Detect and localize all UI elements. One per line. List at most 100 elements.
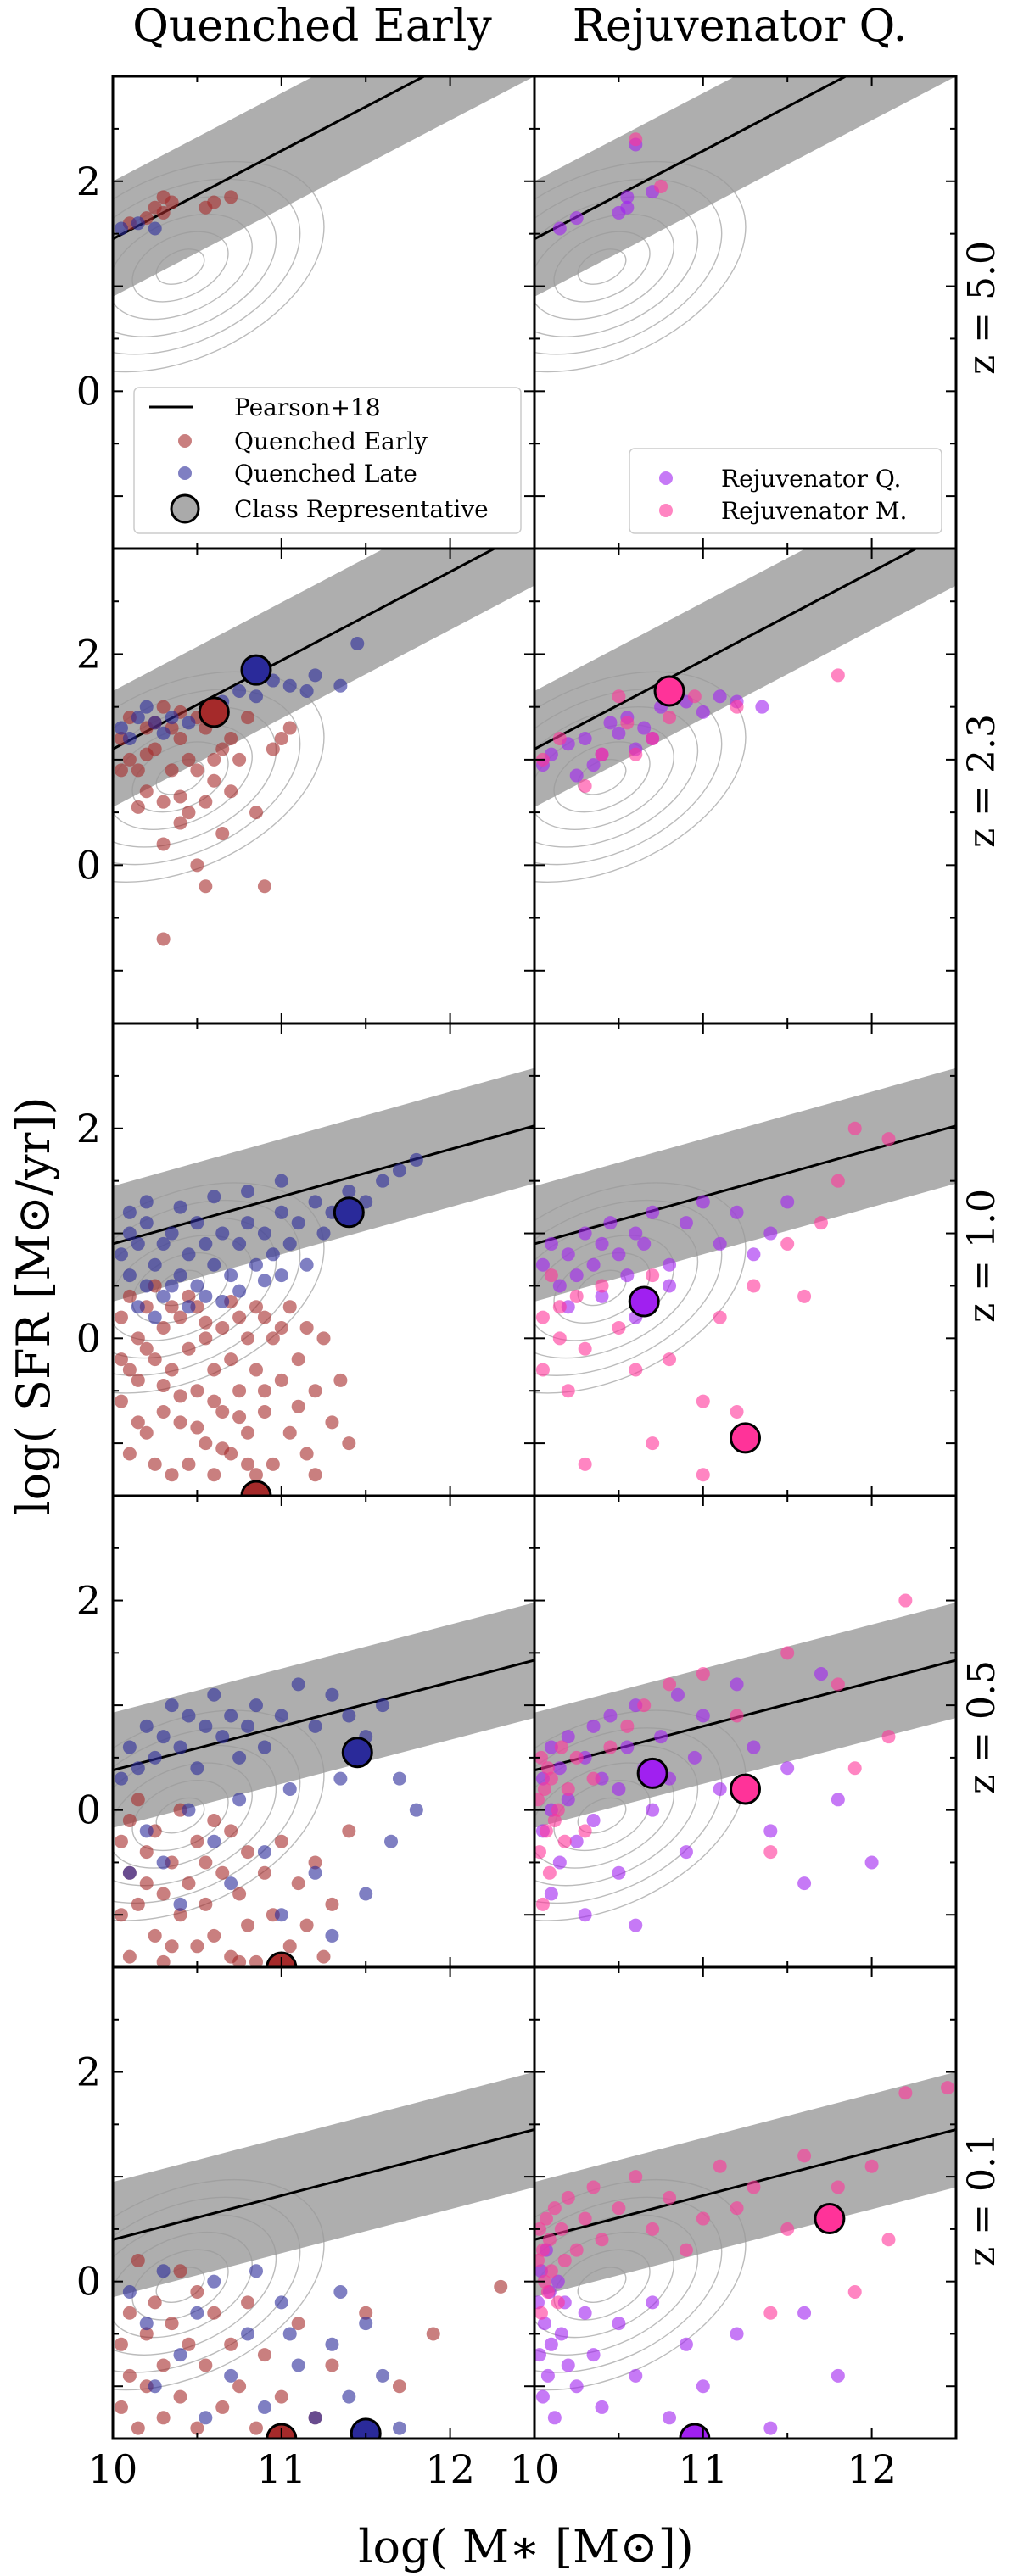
point-quenched-late	[308, 1719, 322, 1733]
point-quenched-late	[207, 1257, 221, 1272]
point-quenched-early	[232, 1384, 247, 1398]
point-quenched-early	[122, 1289, 137, 1303]
point-quenched-early	[199, 879, 213, 894]
point-quenched-early	[122, 1949, 137, 1964]
point-rejuvenator-m	[569, 1750, 584, 1765]
point-rejuvenator-m	[663, 711, 677, 725]
point-quenched-early	[199, 1436, 213, 1451]
representative-quenched-late	[240, 654, 272, 686]
point-quenched-late	[165, 711, 179, 725]
point-rejuvenator-m	[544, 2264, 558, 2278]
point-quenched-early	[232, 2379, 247, 2394]
point-quenched-early	[392, 2379, 406, 2394]
point-rejuvenator-m	[544, 1771, 558, 1786]
point-rejuvenator-q	[569, 1834, 584, 1848]
point-rejuvenator-q	[696, 1709, 710, 1723]
point-quenched-late	[190, 1761, 204, 1776]
legend-rejuvenator-q-label: Rejuvenator Q.	[721, 465, 901, 493]
x-tick-label: 10	[88, 2446, 138, 2492]
y-tick-label: 2	[76, 631, 101, 677]
representative-quenched-early	[198, 696, 230, 728]
pearson18-line	[534, 2128, 956, 2241]
point-rejuvenator-m	[612, 689, 626, 704]
point-rejuvenator-m	[595, 1279, 609, 1293]
representative-rejuvenator-m	[730, 1422, 761, 1454]
point-rejuvenator-q	[620, 190, 635, 204]
pearson18-line	[113, 2128, 534, 2241]
point-rejuvenator-m	[534, 1750, 548, 1765]
point-quenched-late	[308, 668, 322, 683]
point-rejuvenator-q	[551, 2274, 565, 2289]
point-quenched-early	[156, 1404, 171, 1419]
point-rejuvenator-m	[629, 132, 643, 147]
point-quenched-late	[207, 1834, 221, 1848]
representative-rejuvenator-q	[636, 1757, 668, 1789]
point-quenched-early	[139, 784, 154, 799]
point-quenched-late	[392, 1163, 406, 1178]
panel-z23-left	[113, 549, 534, 946]
point-quenched-late	[131, 711, 145, 725]
point-quenched-early	[173, 1415, 187, 1430]
point-quenched-late	[215, 1226, 230, 1241]
point-quenched-late	[274, 1174, 288, 1188]
point-rejuvenator-q	[864, 1855, 879, 1870]
point-quenched-early	[156, 932, 171, 946]
point-rejuvenator-m	[586, 2180, 601, 2194]
point-quenched-late	[199, 1289, 213, 1303]
point-rejuvenator-m	[542, 1865, 557, 1880]
panel-z05-left	[113, 1603, 534, 1967]
point-rejuvenator-m	[612, 1320, 626, 1335]
representative-quenched-late	[350, 2417, 382, 2439]
point-rejuvenator-q	[586, 2348, 601, 2362]
point-rejuvenator-m	[569, 1289, 584, 1303]
point-quenched-late	[224, 1876, 238, 1891]
point-rejuvenator-q	[595, 1236, 609, 1251]
point-quenched-early	[266, 742, 280, 756]
point-rejuvenator-m	[898, 2086, 913, 2100]
point-quenched-early	[165, 1939, 179, 1954]
point-quenched-late	[291, 1677, 305, 1692]
point-quenched-late	[165, 1226, 179, 1241]
point-quenched-early	[257, 1384, 271, 1398]
point-quenched-early	[224, 1824, 238, 1838]
point-rejuvenator-m	[561, 1781, 575, 1796]
point-quenched-late	[274, 1908, 288, 1922]
point-quenched-late	[342, 2389, 356, 2404]
point-rejuvenator-m	[534, 2253, 545, 2267]
y-axis-title: log( SFR [M⊙/yr])	[7, 1096, 60, 1514]
point-rejuvenator-q	[629, 1918, 643, 1932]
point-quenched-early	[426, 2327, 440, 2341]
point-quenched-late	[299, 684, 314, 698]
point-quenched-late	[215, 1730, 230, 1744]
point-quenched-early	[199, 1855, 213, 1870]
point-rejuvenator-m	[780, 1646, 795, 1660]
point-quenched-late	[122, 1865, 137, 1880]
point-quenched-late	[274, 1205, 288, 1219]
point-quenched-late	[308, 1865, 322, 1880]
point-quenched-late	[308, 1195, 322, 1209]
point-quenched-late	[156, 1289, 171, 1303]
point-quenched-late	[182, 1300, 196, 1314]
point-quenched-early	[199, 1897, 213, 1911]
point-rejuvenator-q	[561, 1247, 575, 1262]
point-rejuvenator-q	[797, 2306, 812, 2320]
point-quenched-early	[257, 1404, 271, 1419]
point-quenched-late	[156, 2264, 171, 2278]
point-quenched-early	[156, 795, 171, 809]
point-quenched-early	[190, 1384, 204, 1398]
z-label-5: z = 0.1	[960, 2133, 1004, 2267]
point-quenched-late	[376, 2368, 390, 2383]
legend-left: Pearson+18 Quenched Early Quenched Late …	[133, 387, 522, 534]
point-quenched-early	[224, 784, 238, 799]
point-quenched-late	[199, 1236, 213, 1251]
point-quenched-early	[274, 1320, 288, 1335]
point-rejuvenator-q	[603, 1709, 618, 1723]
point-quenched-late	[282, 678, 297, 693]
representative-rejuvenator-m	[730, 1773, 761, 1805]
point-rejuvenator-q	[730, 1677, 744, 1692]
point-rejuvenator-q	[552, 1855, 567, 1870]
point-rejuvenator-m	[554, 2222, 568, 2236]
point-quenched-early	[215, 1320, 230, 1335]
pearson18-line	[113, 1124, 534, 1246]
point-quenched-early	[139, 1341, 154, 1356]
